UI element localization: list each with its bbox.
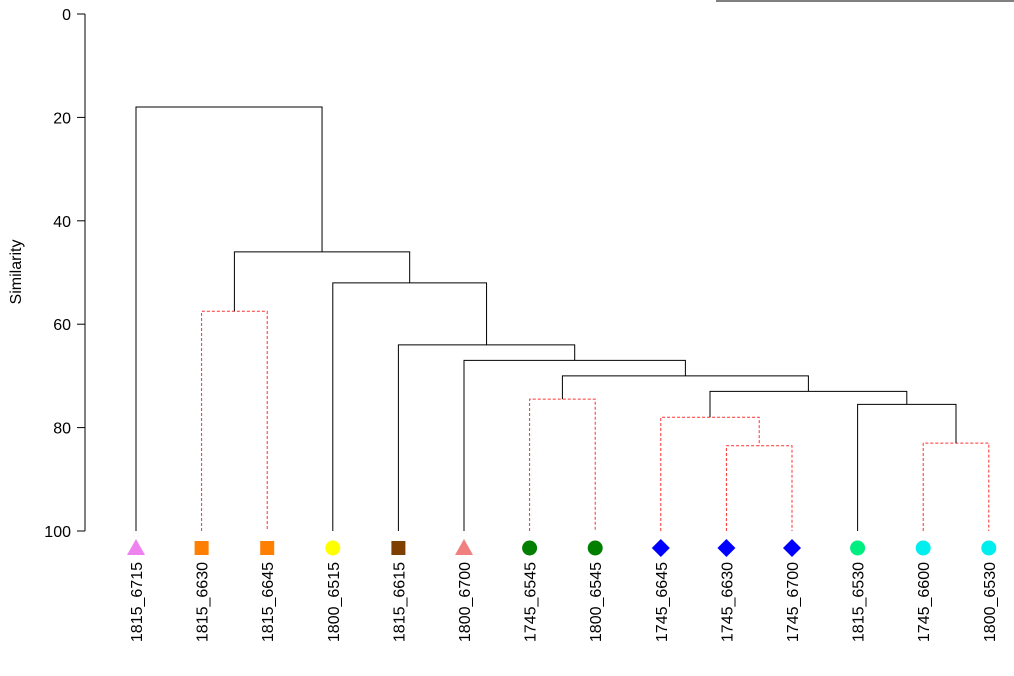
dendrogram-link	[463, 359, 686, 531]
dendrogram-link	[135, 106, 323, 531]
dendrogram-link	[233, 251, 411, 312]
y-tick-label: 0	[62, 7, 71, 24]
dendrogram-link	[857, 403, 957, 531]
leaf-label: 1815_6615	[391, 562, 408, 642]
leaf-label: 1745_6630	[719, 562, 736, 642]
leaf-label: 1815_6630	[195, 562, 212, 642]
leaf-marker-diamond	[783, 539, 801, 557]
dendrogram-link	[332, 282, 488, 531]
leaf-label: 1800_6530	[982, 562, 999, 642]
leaf-label: 1800_6515	[326, 562, 343, 642]
dendrogram-link	[561, 375, 809, 400]
y-axis-title: Similarity	[8, 240, 25, 305]
dendrogram-link-dashed	[660, 416, 760, 531]
leaf-marker-circle	[915, 540, 931, 556]
leaf-label: 1815_6645	[260, 562, 277, 642]
leaf-label: 1745_6600	[916, 562, 933, 642]
leaf-marker-square	[391, 541, 406, 555]
dendrogram-link	[397, 344, 576, 531]
leaf-marker-circle	[522, 540, 538, 556]
leaf-label: 1800_6545	[588, 562, 605, 642]
y-axis: 0 20 40 60 80 100	[44, 7, 86, 541]
y-tick-label: 20	[53, 110, 71, 127]
y-tick-label: 100	[44, 524, 71, 541]
leaf-marker-square	[260, 541, 275, 555]
leaf-label: 1815_6715	[129, 562, 146, 642]
y-tick-label: 40	[53, 214, 71, 231]
dendrogram-links	[135, 106, 990, 531]
leaf-marker-diamond	[651, 539, 670, 557]
leaf-label: 1745_6545	[523, 562, 540, 642]
leaf-marker-triangle	[127, 539, 145, 555]
dendrogram-link-dashed	[725, 445, 793, 531]
y-tick-label: 80	[53, 421, 71, 438]
dendrogram-link-dashed	[201, 310, 268, 531]
leaf-marker-triangle	[455, 539, 473, 555]
leaf-markers	[127, 539, 997, 557]
leaf-marker-square	[194, 541, 209, 555]
leaf-label: 1815_6530	[851, 562, 868, 642]
leaf-label: 1800_6700	[457, 562, 474, 642]
dendrogram-link-dashed	[529, 398, 596, 531]
leaf-label: 1745_6645	[654, 562, 671, 642]
leaf-labels: 1815_6715 1815_6630 1815_6645 1800_6515 1815…	[129, 562, 999, 642]
dendrogram-link-dashed	[922, 442, 990, 531]
leaf-marker-diamond	[717, 539, 736, 557]
y-tick-label: 60	[53, 317, 71, 334]
leaf-marker-circle	[850, 540, 866, 556]
leaf-label: 1745_6700	[785, 562, 802, 642]
leaf-marker-circle	[981, 540, 997, 556]
leaf-marker-circle	[325, 540, 341, 556]
leaf-marker-circle	[587, 540, 603, 556]
